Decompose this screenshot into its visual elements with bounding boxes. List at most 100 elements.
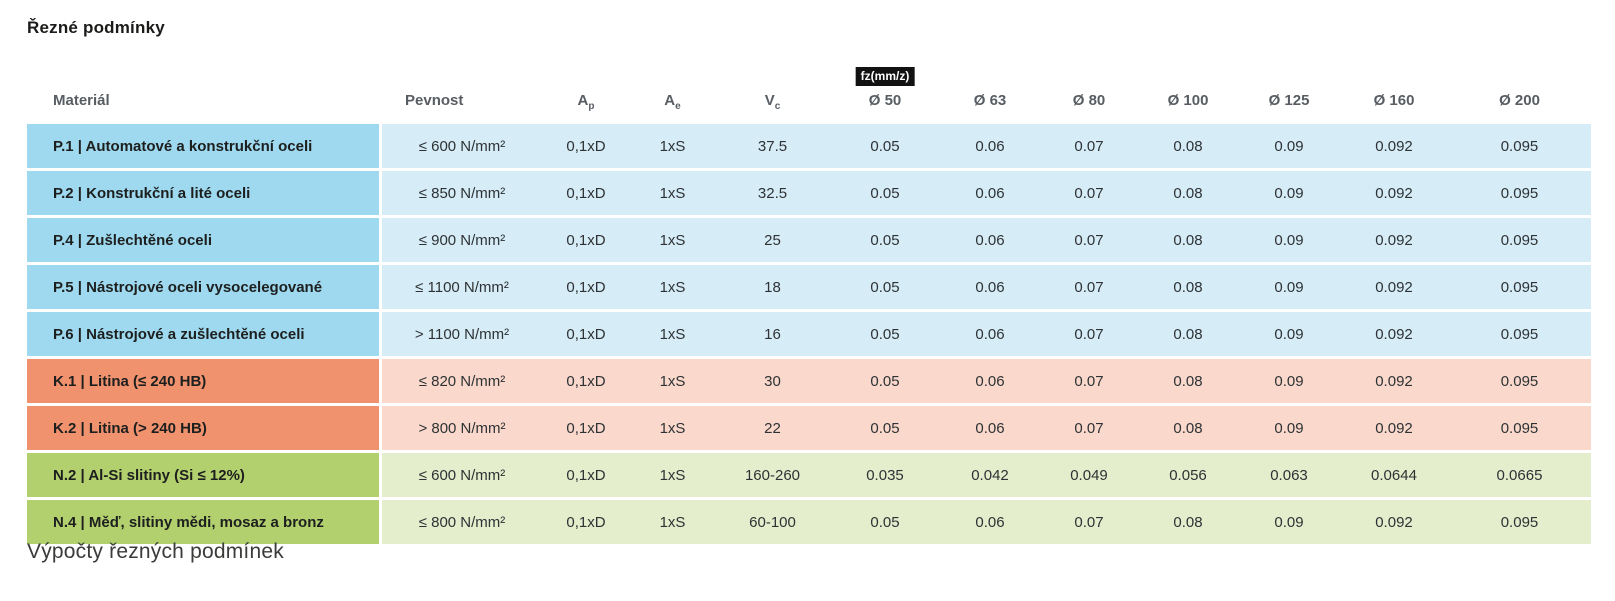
material-cell: N.2 | Al-Si slitiny (Si ≤ 12%) — [27, 453, 382, 497]
column-label: A — [577, 92, 589, 109]
column-header-d200: Ø 200 — [1448, 57, 1591, 121]
value-cell-d80: 0.07 — [1040, 124, 1138, 168]
value-cell-ap: 0,1xD — [542, 500, 630, 544]
value-cell-vc: 32.5 — [715, 171, 830, 215]
value-cell-d50: 0.05 — [830, 265, 940, 309]
value-cell-ap: 0,1xD — [542, 218, 630, 262]
value-cell-ap: 0,1xD — [542, 171, 630, 215]
value-cell-ae: 1xS — [630, 171, 715, 215]
table-row: P.2 | Konstrukční a lité oceli ≤ 850 N/mm… — [27, 171, 1591, 215]
value-cell-d80: 0.07 — [1040, 218, 1138, 262]
value-cell-ae: 1xS — [630, 265, 715, 309]
value-cell-d100: 0.08 — [1138, 406, 1238, 450]
value-cell-d50: 0.035 — [830, 453, 940, 497]
value-cell-d160: 0.092 — [1340, 406, 1448, 450]
column-label-subscript: p — [588, 101, 595, 112]
value-cell-pevnost: > 800 N/mm² — [382, 406, 542, 450]
value-cell-ae: 1xS — [630, 218, 715, 262]
value-cell-ap: 0,1xD — [542, 453, 630, 497]
table-row: N.4 | Měď, slitiny mědi, mosaz a bronz ≤ … — [27, 500, 1591, 544]
value-cell-d63: 0.06 — [940, 124, 1040, 168]
table-row: P.6 | Nástrojové a zušlechtěné oceli > 11… — [27, 312, 1591, 356]
value-cell-ae: 1xS — [630, 500, 715, 544]
column-header-d125: Ø 125 — [1238, 57, 1340, 121]
value-cell-pevnost: ≤ 800 N/mm² — [382, 500, 542, 544]
value-cell-ae: 1xS — [630, 359, 715, 403]
table-body: P.1 | Automatové a konstrukční oceli ≤ 60… — [27, 124, 1591, 544]
value-cell-d50: 0.05 — [830, 171, 940, 215]
value-cell-ae: 1xS — [630, 406, 715, 450]
value-cell-pevnost: ≤ 600 N/mm² — [382, 453, 542, 497]
value-cell-d63: 0.06 — [940, 312, 1040, 356]
value-cell-pevnost: ≤ 1100 N/mm² — [382, 265, 542, 309]
value-cell-d125: 0.09 — [1238, 265, 1340, 309]
column-header-d160: Ø 160 — [1340, 57, 1448, 121]
value-cell-d125: 0.09 — [1238, 218, 1340, 262]
page-title: Řezné podmínky — [27, 18, 165, 37]
value-cell-d100: 0.056 — [1138, 453, 1238, 497]
value-cell-vc: 160-260 — [715, 453, 830, 497]
column-header-vc: Vc — [715, 57, 830, 121]
value-cell-pevnost: ≤ 850 N/mm² — [382, 171, 542, 215]
column-label: A — [664, 92, 676, 109]
material-cell: P.2 | Konstrukční a lité oceli — [27, 171, 382, 215]
cutting-conditions-table: Materiál Pevnost Ap Ae Vc Ø 50 fz(mm/z) Ø 63 Ø 8… — [27, 54, 1591, 547]
value-cell-d80: 0.07 — [1040, 406, 1138, 450]
value-cell-d80: 0.049 — [1040, 453, 1138, 497]
value-cell-d160: 0.092 — [1340, 312, 1448, 356]
value-cell-d160: 0.092 — [1340, 265, 1448, 309]
value-cell-pevnost: ≤ 600 N/mm² — [382, 124, 542, 168]
column-label: Ø 80 — [1072, 92, 1106, 109]
column-header-material: Materiál — [27, 57, 382, 121]
column-header-d63: Ø 63 — [940, 57, 1040, 121]
value-cell-d125: 0.063 — [1238, 453, 1340, 497]
value-cell-d125: 0.09 — [1238, 406, 1340, 450]
column-header-d50: Ø 50 fz(mm/z) — [830, 57, 940, 121]
column-header-d80: Ø 80 — [1040, 57, 1138, 121]
value-cell-ap: 0,1xD — [542, 265, 630, 309]
value-cell-d50: 0.05 — [830, 218, 940, 262]
value-cell-d80: 0.07 — [1040, 500, 1138, 544]
column-header-pevnost: Pevnost — [382, 57, 542, 121]
value-cell-vc: 60-100 — [715, 500, 830, 544]
value-cell-d63: 0.06 — [940, 359, 1040, 403]
column-header-d100: Ø 100 — [1138, 57, 1238, 121]
table-row: K.1 | Litina (≤ 240 HB) ≤ 820 N/mm² 0,1xD 1… — [27, 359, 1591, 403]
material-cell: N.4 | Měď, slitiny mědi, mosaz a bronz — [27, 500, 382, 544]
column-label: Ø 160 — [1373, 92, 1415, 109]
value-cell-d200: 0.095 — [1448, 312, 1591, 356]
value-cell-ap: 0,1xD — [542, 124, 630, 168]
value-cell-d50: 0.05 — [830, 406, 940, 450]
value-cell-d50: 0.05 — [830, 312, 940, 356]
table-row: P.5 | Nástrojové oceli vysocelegované ≤ 1… — [27, 265, 1591, 309]
table-row: N.2 | Al-Si slitiny (Si ≤ 12%) ≤ 600 N/mm… — [27, 453, 1591, 497]
value-cell-d200: 0.095 — [1448, 218, 1591, 262]
value-cell-d50: 0.05 — [830, 124, 940, 168]
value-cell-vc: 25 — [715, 218, 830, 262]
material-cell: P.6 | Nástrojové a zušlechtěné oceli — [27, 312, 382, 356]
table-row: P.1 | Automatové a konstrukční oceli ≤ 60… — [27, 124, 1591, 168]
column-label: Materiál — [53, 92, 110, 109]
value-cell-d160: 0.092 — [1340, 218, 1448, 262]
column-label: V — [764, 92, 775, 109]
value-cell-d100: 0.08 — [1138, 171, 1238, 215]
column-header-ae: Ae — [630, 57, 715, 121]
value-cell-vc: 22 — [715, 406, 830, 450]
value-cell-d160: 0.0644 — [1340, 453, 1448, 497]
value-cell-d100: 0.08 — [1138, 265, 1238, 309]
value-cell-ap: 0,1xD — [542, 312, 630, 356]
value-cell-ae: 1xS — [630, 312, 715, 356]
value-cell-d63: 0.06 — [940, 265, 1040, 309]
value-cell-d160: 0.092 — [1340, 500, 1448, 544]
value-cell-d200: 0.095 — [1448, 500, 1591, 544]
section-heading-calculations: Výpočty řezných podmínek — [27, 540, 284, 563]
column-label: Ø 50 — [868, 92, 902, 109]
value-cell-d80: 0.07 — [1040, 171, 1138, 215]
table-row: K.2 | Litina (> 240 HB) > 800 N/mm² 0,1xD 1… — [27, 406, 1591, 450]
material-cell: P.1 | Automatové a konstrukční oceli — [27, 124, 382, 168]
value-cell-d200: 0.095 — [1448, 359, 1591, 403]
value-cell-d160: 0.092 — [1340, 171, 1448, 215]
value-cell-d80: 0.07 — [1040, 312, 1138, 356]
value-cell-d100: 0.08 — [1138, 359, 1238, 403]
